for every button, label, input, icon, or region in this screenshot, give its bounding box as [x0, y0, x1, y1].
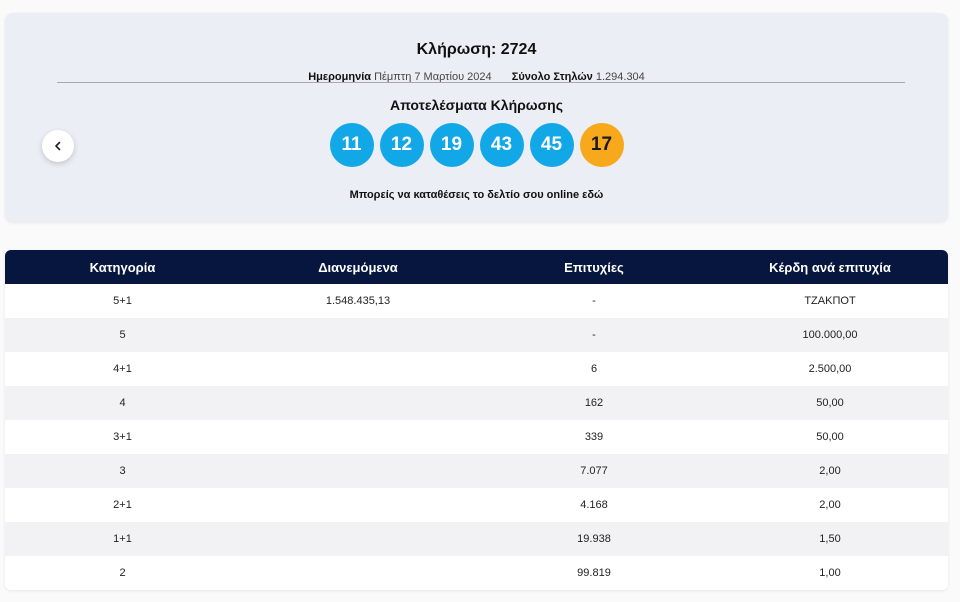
date-value: Πέμπτη 7 Μαρτίου 2024	[374, 71, 492, 83]
draw-title: Κλήρωση: 2724	[416, 41, 537, 58]
cell-category: 2+1	[113, 499, 132, 511]
winning-numbers: 11 12 19 43 45 17	[5, 123, 948, 167]
prize-table: Κατηγορία Διανεμόμενα Επιτυχίες Κέρδη αν…	[5, 250, 948, 590]
table-row: 5+1 1.548.435,13 - ΤΖΑΚΠΟΤ	[5, 284, 948, 318]
cell-winners: 162	[584, 397, 604, 409]
cell-category: 2	[119, 567, 126, 579]
header-distributed: Διανεμόμενα	[318, 259, 398, 275]
table-row: 4 162 50,00	[5, 386, 948, 420]
cell-prize: 2.500,00	[808, 363, 852, 375]
cell-distributed	[240, 420, 476, 454]
cell-category: 4+1	[113, 363, 132, 375]
divider	[57, 82, 905, 83]
cell-distributed	[240, 488, 476, 522]
columns-label: Σύνολο Στηλών	[511, 71, 593, 83]
number-ball: 45	[529, 123, 574, 167]
table-row: 2+1 4.168 2,00	[5, 488, 948, 522]
table-header-row: Κατηγορία Διανεμόμενα Επιτυχίες Κέρδη αν…	[5, 250, 948, 284]
table-row: 2 99.819 1,00	[5, 556, 948, 590]
cell-prize: 50,00	[816, 431, 844, 443]
cell-prize: 2,00	[819, 465, 841, 477]
cell-winners: 99.819	[577, 567, 611, 579]
cell-winners: -	[592, 329, 596, 341]
results-title: Αποτελέσματα Κλήρωσης	[389, 97, 564, 113]
cell-prize: ΤΖΑΚΠΟΤ	[804, 295, 856, 307]
table-row: 3 7.077 2,00	[5, 454, 948, 488]
table-row: 3+1 339 50,00	[5, 420, 948, 454]
cell-distributed	[240, 522, 476, 556]
cell-winners: 6	[590, 363, 598, 375]
cell-winners: 339	[584, 431, 604, 443]
cell-category: 5+1	[113, 295, 132, 307]
header-winners: Επιτυχίες	[564, 259, 624, 275]
cell-winners: -	[592, 295, 596, 307]
cell-distributed: 1.548.435,13	[325, 295, 391, 307]
cell-winners: 19.938	[577, 533, 611, 545]
cell-winners: 4.168	[580, 499, 608, 511]
draw-meta: Ημερομηνία Πέμπτη 7 Μαρτίου 2024 Σύνολο …	[5, 71, 948, 83]
cell-prize: 1,00	[819, 567, 841, 579]
cell-prize: 100.000,00	[802, 329, 858, 341]
table-row: 5 - 100.000,00	[5, 318, 948, 352]
cell-winners: 7.077	[580, 465, 608, 477]
joker-ball: 17	[579, 123, 624, 167]
draw-card: Κλήρωση: 2724 Ημερομηνία Πέμπτη 7 Μαρτίο…	[5, 13, 948, 222]
online-text: Μπορείς να καταθέσεις το δελτίο σου onli…	[349, 189, 580, 201]
cell-category: 3+1	[113, 431, 132, 443]
chevron-left-icon	[53, 141, 63, 151]
number-ball: 12	[379, 123, 424, 167]
cell-distributed	[240, 556, 476, 590]
cell-category: 4	[119, 397, 126, 409]
cell-distributed	[240, 318, 476, 352]
cell-prize: 1,50	[819, 533, 841, 545]
number-ball: 19	[429, 123, 474, 167]
table-row: 1+1 19.938 1,50	[5, 522, 948, 556]
cell-distributed	[240, 386, 476, 420]
previous-draw-button[interactable]	[42, 130, 74, 162]
header-prize-per-winner: Κέρδη ανά επιτυχία	[769, 259, 891, 275]
table-row: 4+1 6 2.500,00	[5, 352, 948, 386]
number-ball: 43	[479, 123, 524, 167]
cell-distributed	[240, 352, 476, 386]
online-link[interactable]: εδώ	[582, 189, 604, 201]
cell-prize: 2,00	[819, 499, 841, 511]
cell-distributed	[240, 454, 476, 488]
cell-prize: 50,00	[816, 397, 844, 409]
online-deposit-text: Μπορείς να καταθέσεις το δελτίο σου onli…	[5, 189, 948, 201]
date-label: Ημερομηνία	[308, 71, 372, 83]
cell-category: 1+1	[113, 533, 132, 545]
number-ball: 11	[329, 123, 374, 167]
cell-category: 3	[119, 465, 126, 477]
cell-category: 5	[119, 329, 126, 341]
header-category: Κατηγορία	[89, 259, 156, 275]
columns-value: 1.294.304	[595, 71, 645, 83]
